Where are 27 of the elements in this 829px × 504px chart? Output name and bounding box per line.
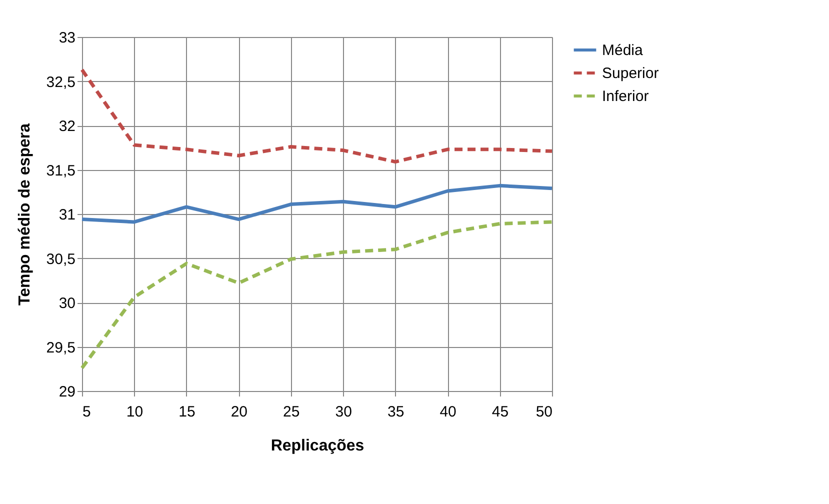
line-series	[80, 68, 554, 164]
x-tick-label: 35	[387, 404, 404, 420]
y-tick-label: 33	[58, 30, 76, 46]
y-tick-label: 29	[58, 384, 76, 400]
y-tick-label: 29,5	[46, 339, 76, 356]
y-axis-title: Tempo médio de espera	[16, 123, 34, 306]
line-series	[80, 220, 554, 370]
x-tick-label: 5	[82, 404, 91, 420]
y-tick-label: 32	[58, 118, 76, 135]
x-tick-label: 30	[335, 404, 352, 420]
x-tick-label: 20	[230, 404, 248, 420]
y-tick-label: 31	[58, 206, 76, 224]
x-tick-label: 40	[440, 404, 456, 420]
x-tick-label: 15	[178, 404, 196, 420]
legend-label: Superior	[602, 65, 659, 82]
y-tick-label: 32,5	[46, 74, 76, 91]
y-tick-label: 30,5	[46, 250, 76, 268]
x-tick-label: 50	[536, 404, 552, 420]
legend-label: Inferior	[602, 88, 649, 105]
y-tick-label: 31,5	[46, 162, 76, 180]
x-axis-title: Replicações	[270, 438, 364, 454]
x-tick-label: 25	[283, 404, 300, 420]
legend-label: Média	[602, 42, 644, 59]
x-tick-label: 10	[126, 404, 144, 420]
y-tick-label: 30	[58, 295, 76, 312]
x-tick-label: 45	[492, 404, 509, 420]
line-series	[80, 184, 554, 224]
